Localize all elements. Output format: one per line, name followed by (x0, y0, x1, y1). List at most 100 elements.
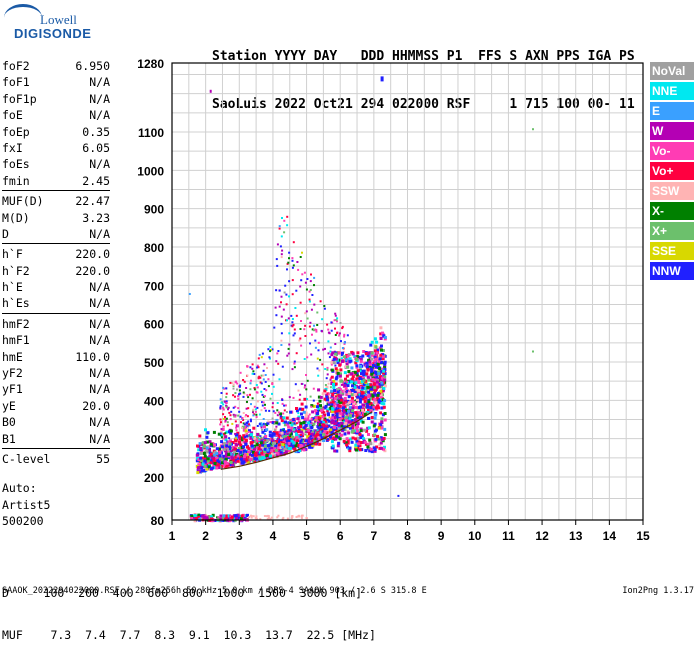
echo-point (198, 517, 202, 521)
param-name: foE (2, 108, 23, 123)
header-labels: Station YYYY DAY DDD HHMMSS P1 FFS S AXN… (212, 49, 635, 64)
echo-point (268, 409, 271, 412)
echo-point (376, 434, 379, 438)
echo-point (313, 329, 315, 332)
echo-point (269, 518, 272, 521)
echo-point (270, 452, 274, 456)
echo-point (334, 357, 338, 361)
echo-point (375, 428, 378, 432)
logo-line2: DIGISONDE (14, 26, 92, 41)
legend-item: X+ (650, 222, 694, 240)
echo-point (328, 407, 332, 411)
param-name: hmE (2, 349, 23, 364)
echo-point (316, 357, 319, 360)
echo-point (345, 419, 348, 423)
echo-point (295, 352, 298, 355)
echo-point (219, 418, 222, 421)
echo-point (369, 367, 373, 371)
echo-point (330, 353, 334, 357)
echo-point (373, 388, 377, 392)
echo-point (213, 466, 217, 470)
echo-point (345, 393, 349, 397)
echo-point (319, 425, 323, 429)
echo-point (263, 441, 267, 445)
echo-point (250, 516, 253, 519)
echo-point (192, 515, 196, 519)
echo-point (310, 353, 313, 356)
echo-point (348, 417, 352, 421)
echo-point (289, 432, 293, 436)
echo-point (322, 408, 325, 411)
echo-point (328, 356, 331, 359)
echo-point (321, 330, 323, 333)
legend-item: NNE (650, 82, 694, 100)
echo-point (327, 419, 331, 423)
echo-point (207, 515, 211, 519)
echo-point (339, 412, 343, 416)
echo-point (262, 418, 265, 420)
echo-point (301, 514, 303, 517)
file-info-footer: SAAOK_2022294022000.RSF / 280fx256h 50 k… (2, 586, 427, 596)
echo-point (332, 379, 336, 383)
echo-point (222, 413, 225, 416)
echo-point (351, 436, 355, 440)
echo-point (292, 323, 295, 326)
echo-point (351, 400, 355, 404)
echo-point (317, 341, 320, 344)
echo-point (222, 432, 226, 436)
echo-point (280, 431, 284, 435)
echo-point (346, 380, 349, 383)
echo-point (344, 390, 347, 393)
echo-point (335, 388, 339, 391)
echo-point (331, 444, 335, 448)
echo-point (376, 385, 379, 389)
echo-point (249, 388, 252, 391)
echo-point (362, 350, 366, 353)
echo-point (294, 450, 298, 454)
echo-point (322, 433, 326, 437)
echo-point (309, 342, 311, 345)
echo-point (259, 441, 263, 445)
echo-point (360, 388, 364, 392)
echo-point (280, 301, 282, 304)
echo-point (312, 387, 315, 390)
echo-point (374, 406, 378, 410)
echo-point (290, 314, 293, 317)
echo-point (236, 513, 240, 517)
echo-point (361, 375, 365, 379)
echo-point (283, 404, 286, 407)
echo-point (287, 449, 291, 453)
echo-point (340, 357, 343, 360)
echo-point (280, 332, 283, 335)
echo-point (331, 413, 335, 417)
echo-point (329, 346, 332, 349)
echo-point (343, 382, 347, 386)
echo-point (287, 317, 290, 320)
echo-point (246, 426, 249, 429)
echo-point (330, 321, 333, 324)
echo-point (350, 440, 354, 444)
echo-point (210, 517, 213, 521)
echo-point (249, 393, 251, 396)
echo-point (327, 402, 331, 406)
echo-point (373, 386, 377, 390)
echo-point (280, 253, 283, 256)
echo-point (264, 374, 267, 376)
echo-point (380, 426, 383, 430)
echo-point (355, 385, 359, 389)
echo-point (343, 342, 346, 345)
distance-row: D 100 200 400 600 800 1000 1500 3000 [km… (2, 586, 363, 600)
echo-point (217, 432, 221, 436)
echo-point (348, 418, 352, 422)
echo-point (324, 347, 326, 350)
echo-point (246, 365, 249, 368)
echo-point (281, 433, 285, 437)
echo-point (343, 399, 347, 403)
echo-point (264, 444, 267, 448)
echo-point (260, 356, 263, 359)
echo-point (330, 361, 334, 365)
echo-point (304, 405, 308, 409)
echo-point (297, 444, 301, 448)
echo-point (222, 462, 226, 466)
echo-point (240, 421, 242, 424)
